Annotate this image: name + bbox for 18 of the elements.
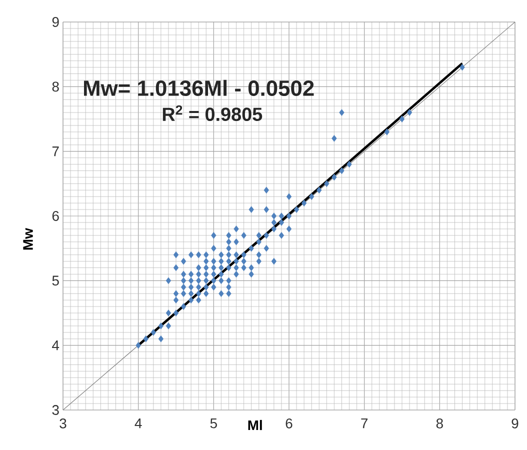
y-tick-label: 6	[52, 211, 59, 221]
x-tick-label: 8	[436, 418, 443, 428]
annotation: Mw= 1.0136Ml - 0.0502	[84, 80, 314, 96]
x-tick-label: 6	[286, 418, 292, 428]
x-tick-label: 3	[60, 418, 66, 428]
y-tick-label: 8	[52, 82, 59, 92]
x-tick-label: 7	[361, 418, 368, 428]
y-tick-label: 5	[52, 276, 59, 286]
y-tick-label: 7	[52, 146, 59, 156]
y-axis-title: Mw	[23, 228, 33, 250]
x-tick-label: 4	[134, 418, 142, 428]
y-tick-label: 4	[52, 340, 60, 350]
x-tick-label: 5	[210, 418, 217, 428]
annotation: R$^{2}$ = 0.9805	[162, 105, 262, 122]
x-axis-title: Ml	[248, 420, 262, 430]
y-tick-label: 9	[52, 17, 59, 27]
x-tick-label: 9	[512, 418, 518, 428]
y-tick-label: 3	[52, 405, 59, 415]
